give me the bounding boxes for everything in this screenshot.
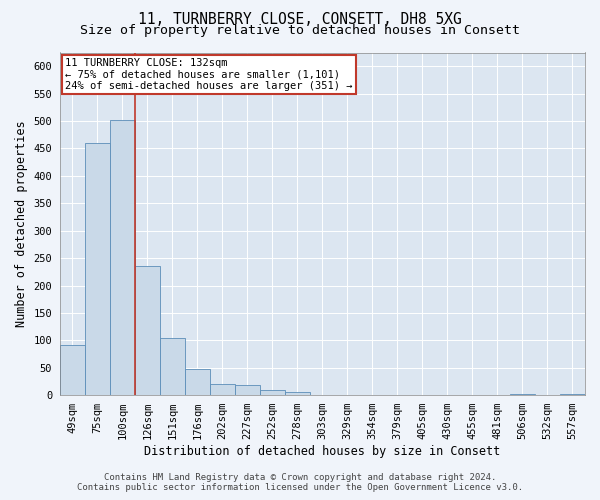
Y-axis label: Number of detached properties: Number of detached properties (15, 120, 28, 327)
Bar (510, 394, 535, 395)
Bar (185, 370, 210, 395)
X-axis label: Distribution of detached houses by size in Consett: Distribution of detached houses by size … (145, 444, 500, 458)
Bar (135, 266, 160, 395)
Bar (85, 143, 110, 395)
Text: 11 TURNBERRY CLOSE: 132sqm
← 75% of detached houses are smaller (1,101)
24% of s: 11 TURNBERRY CLOSE: 132sqm ← 75% of deta… (65, 58, 353, 91)
Bar (160, 338, 185, 395)
Text: Size of property relative to detached houses in Consett: Size of property relative to detached ho… (80, 24, 520, 37)
Bar (110, 120, 135, 395)
Bar (60, 346, 85, 395)
Text: 11, TURNBERRY CLOSE, CONSETT, DH8 5XG: 11, TURNBERRY CLOSE, CONSETT, DH8 5XG (138, 12, 462, 28)
Bar (285, 392, 310, 395)
Bar (210, 384, 235, 395)
Text: Contains HM Land Registry data © Crown copyright and database right 2024.
Contai: Contains HM Land Registry data © Crown c… (77, 473, 523, 492)
Bar (235, 385, 260, 395)
Bar (560, 394, 585, 395)
Bar (260, 390, 285, 395)
